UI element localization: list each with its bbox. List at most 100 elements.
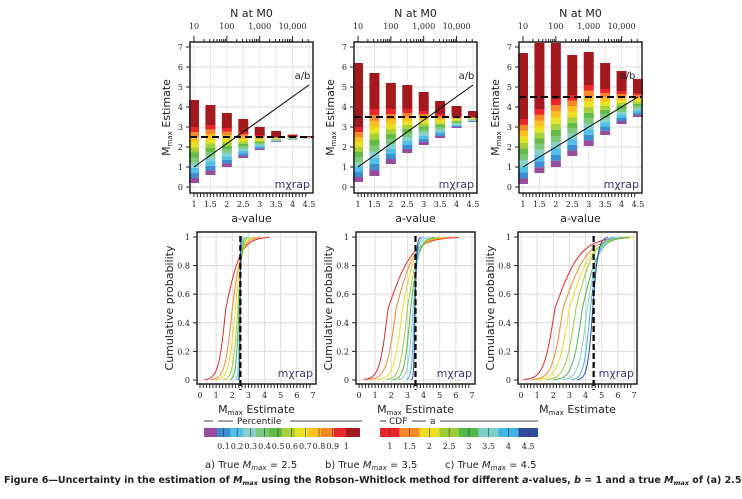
cdf-legend-title: CDF [389,417,407,427]
x-tick-label: 0 [197,391,202,400]
y-tick-label: 0 [506,376,511,385]
percentile-band [584,140,594,146]
bar-a-3.5 [435,101,445,138]
x-tick-label: 2 [224,200,229,209]
a-swatch [449,428,459,437]
x-axis-label: Mmax Estimate [539,403,616,417]
percentile-band [419,126,429,129]
x-axis-label: a-value [395,212,436,225]
a-legend-title: a [430,417,436,427]
figure-caption: Figure 6—Uncertainty in the estimation o… [4,475,742,487]
percentile-band [534,167,544,173]
percentile-band [369,139,379,145]
y-tick-label: 0.6 [177,290,190,299]
percentile-band [386,154,396,159]
panel-title-1: a) True Mmax = 2.5 [205,460,297,472]
x-tick-label: 1.5 [368,200,381,209]
percentile-band [402,125,412,129]
title-sub: max [251,464,267,472]
percentile-band [452,121,462,122]
y-tick-label: 7 [507,43,512,52]
percentile-band [551,99,561,105]
y-tick-label: 5 [178,83,183,92]
y-tick-label: 6 [342,63,347,72]
percentile-band [419,133,429,136]
x-tick-label: 3.5 [434,200,447,209]
a-swatch [459,428,469,437]
plot-frame [518,232,637,384]
percentile-band [584,85,594,91]
x-tick-label: 2 [230,391,235,400]
title-prefix: c) True [445,460,482,471]
a-tick-label: 4.5 [522,442,535,451]
cdf-line-a-1 [205,237,270,380]
title-suffix: = 3.5 [387,460,418,471]
percentile-band [419,130,429,133]
percentile-band [600,127,610,131]
percentile-band-top [452,106,462,116]
percentile-band [600,131,610,135]
x-tick-label: 6 [294,391,299,400]
x-tick-label: 7 [631,391,636,400]
percentile-band [222,149,232,153]
percentile-swatch [204,428,217,437]
percentile-band [584,91,594,97]
percentile-band-top [205,105,215,125]
a-tick-label: 4 [506,442,511,451]
percentile-band [238,144,248,146]
percentile-band [617,112,627,115]
percentile-tick-label: 0.9 [326,442,339,451]
x-tick-label: 4.5 [632,200,645,209]
percentile-band-top [369,73,379,109]
percentile-band [238,149,248,151]
x-tick-label: 4 [454,200,459,209]
percentile-legend-title: Percentile [237,417,282,427]
percentile-band [617,121,627,124]
y-tick-label: 1 [506,233,511,242]
percentile-band-top [238,119,248,132]
percentile-band [435,123,445,125]
x-tick-label: 4 [262,391,267,400]
top-tick-label: 100 [383,22,398,31]
panel-title-3: c) True Mmax = 4.5 [445,460,537,472]
percentile-band [551,105,561,111]
percentile-tick-label: 0.8 [313,442,326,451]
mxrap-logo: mχrap [275,178,310,191]
bar-a-2 [386,83,396,164]
title-prefix: a) True [205,460,243,471]
y-tick-label: 1 [507,163,512,172]
x-tick-label: 1 [373,391,378,400]
x-label-sub: max [228,409,243,417]
x-tick-label: 0 [518,391,523,400]
y-label-m: M [324,146,337,156]
x-tick-label: 1 [191,200,196,209]
y-tick-label: 1 [185,233,190,242]
bar-a-3 [255,127,265,150]
percentile-band [419,136,429,139]
percentile-band [222,153,232,157]
a-swatch [508,428,518,437]
percentile-band [551,155,561,161]
percentile-band [369,121,379,127]
percentile-band [386,129,396,134]
bar-a-2.5 [402,85,412,153]
percentile-band [567,150,577,156]
percentile-band [419,111,429,114]
panel-title-2: b) True Mmax = 3.5 [325,460,417,472]
percentile-swatch [243,428,256,437]
percentile-swatch [321,428,334,437]
x-tick-label: 3 [246,391,251,400]
y-tick-label: 0.4 [177,319,190,328]
y-tick-label: 2 [342,143,347,152]
a-tick-label: 3 [466,442,471,451]
percentile-band-top [584,52,594,85]
percentile-tick-label: 0.2 [231,442,244,451]
percentile-band [567,123,577,129]
a-tick-label: 1.5 [403,442,416,451]
x-tick-label: 1.5 [533,200,546,209]
percentile-band [435,127,445,129]
y-axis-label: Mmax Estimate [160,79,174,156]
percentile-band [222,156,232,160]
y-axis-label: Mmax Estimate [489,79,503,156]
